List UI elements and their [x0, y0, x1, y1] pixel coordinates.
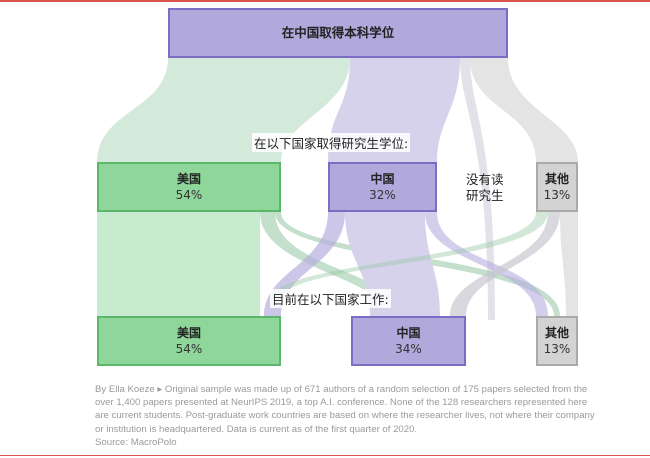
- footer-note: By Ella Koeze ▸ Original sample was made…: [95, 383, 595, 449]
- node-name: 其他: [544, 172, 569, 186]
- flow-china-to-other: [425, 212, 548, 316]
- node-pct: 54%: [175, 342, 203, 356]
- no-grad-line-1: 没有读: [466, 172, 504, 187]
- node-name: 其他: [544, 326, 569, 340]
- node-pct: 13%: [543, 188, 571, 202]
- grad-heading: 在以下国家取得研究生学位:: [252, 133, 411, 152]
- flow-other-to-china: [450, 212, 560, 316]
- node-grad-china: 中国 32%: [328, 162, 437, 212]
- flow-other-to-other: [560, 212, 578, 316]
- node-pct: 32%: [369, 188, 396, 202]
- byline: By Ella Koeze: [95, 384, 155, 395]
- node-grad-us: 美国 54%: [97, 162, 281, 212]
- work-heading: 目前在以下国家工作:: [270, 289, 391, 308]
- node-name: 中国: [370, 172, 395, 186]
- node-pct: 34%: [395, 342, 422, 356]
- node-grad-other: 其他 13%: [536, 162, 578, 212]
- node-name: 中国: [396, 326, 421, 340]
- node-undergrad-china: 在中国取得本科学位: [168, 8, 508, 58]
- node-pct: 13%: [543, 342, 571, 356]
- node-name: 美国: [176, 172, 201, 186]
- node-pct: 54%: [175, 188, 203, 202]
- node-name: 美国: [176, 326, 201, 340]
- top-border: [0, 0, 650, 2]
- separator: ▸: [157, 384, 165, 395]
- bottom-border: [0, 455, 650, 456]
- node-work-us: 美国 54%: [97, 316, 281, 366]
- flow-us-to-us: [97, 212, 260, 316]
- node-work-china: 中国 34%: [351, 316, 466, 366]
- node-work-other: 其他 13%: [536, 316, 578, 366]
- flow-undergrad-to-other: [470, 58, 578, 162]
- source: Source: MacroPolo: [95, 436, 177, 448]
- note: Original sample was made up of 671 autho…: [95, 384, 595, 435]
- no-grad-label: 没有读 研究生: [466, 172, 504, 204]
- no-grad-line-2: 研究生: [466, 188, 504, 203]
- node-label: 在中国取得本科学位: [281, 25, 395, 40]
- flow-undergrad-to-nograd: [460, 58, 495, 320]
